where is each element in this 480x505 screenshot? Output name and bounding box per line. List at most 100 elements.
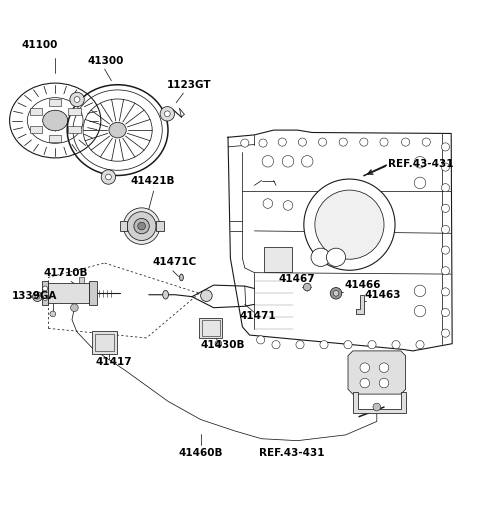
- Circle shape: [296, 340, 304, 349]
- Circle shape: [138, 222, 145, 230]
- Circle shape: [360, 138, 368, 146]
- Text: 41421B: 41421B: [131, 176, 175, 186]
- Circle shape: [263, 199, 273, 209]
- Text: 41300: 41300: [87, 56, 124, 66]
- Circle shape: [201, 290, 212, 301]
- Circle shape: [392, 340, 400, 349]
- Circle shape: [50, 311, 56, 317]
- Ellipse shape: [326, 248, 346, 267]
- Text: REF.43-431: REF.43-431: [388, 159, 453, 169]
- Bar: [30, 126, 42, 133]
- Text: 41417: 41417: [95, 357, 132, 367]
- Bar: [68, 126, 81, 133]
- Circle shape: [33, 292, 42, 301]
- Circle shape: [215, 340, 222, 347]
- Circle shape: [160, 107, 175, 121]
- Circle shape: [70, 92, 84, 107]
- Polygon shape: [356, 295, 364, 314]
- Ellipse shape: [10, 83, 101, 158]
- Polygon shape: [228, 130, 452, 351]
- Circle shape: [165, 111, 170, 117]
- Circle shape: [101, 170, 116, 184]
- Circle shape: [315, 190, 384, 259]
- Ellipse shape: [43, 110, 68, 131]
- Bar: [202, 320, 220, 335]
- Text: 41100: 41100: [22, 40, 58, 50]
- Circle shape: [442, 267, 449, 275]
- Circle shape: [442, 184, 449, 192]
- Circle shape: [379, 363, 389, 373]
- Text: 41466: 41466: [345, 280, 381, 290]
- Text: 41710B: 41710B: [43, 268, 88, 278]
- Circle shape: [259, 139, 267, 147]
- Circle shape: [422, 138, 430, 146]
- Circle shape: [333, 290, 339, 296]
- Circle shape: [368, 340, 376, 349]
- Text: 41471: 41471: [239, 311, 276, 321]
- Circle shape: [301, 156, 313, 167]
- Bar: [264, 247, 292, 272]
- Circle shape: [320, 340, 328, 349]
- Circle shape: [35, 294, 40, 299]
- Circle shape: [416, 340, 424, 349]
- Circle shape: [442, 309, 449, 317]
- Circle shape: [414, 157, 426, 168]
- Circle shape: [257, 336, 265, 344]
- Circle shape: [379, 378, 389, 388]
- Circle shape: [442, 288, 449, 296]
- Circle shape: [442, 163, 449, 171]
- Ellipse shape: [163, 290, 168, 299]
- Circle shape: [339, 138, 347, 146]
- Ellipse shape: [311, 248, 330, 267]
- Circle shape: [442, 204, 449, 213]
- Circle shape: [319, 138, 326, 146]
- Text: 41471C: 41471C: [153, 257, 197, 267]
- Circle shape: [414, 177, 426, 189]
- Circle shape: [123, 208, 160, 244]
- Circle shape: [71, 304, 78, 312]
- Circle shape: [373, 403, 381, 411]
- Bar: [49, 135, 61, 142]
- Bar: [30, 108, 42, 115]
- Circle shape: [304, 179, 395, 270]
- Bar: [95, 334, 114, 351]
- Circle shape: [330, 287, 342, 299]
- Circle shape: [442, 225, 449, 233]
- Text: 41463: 41463: [365, 290, 401, 300]
- Circle shape: [134, 219, 149, 234]
- Bar: [156, 221, 164, 231]
- Text: REF.43-431: REF.43-431: [259, 448, 324, 458]
- Circle shape: [282, 156, 294, 167]
- Circle shape: [442, 143, 449, 151]
- Ellipse shape: [109, 122, 126, 138]
- Circle shape: [127, 212, 156, 240]
- Circle shape: [380, 138, 388, 146]
- Text: 1123GT: 1123GT: [167, 80, 212, 90]
- Ellipse shape: [180, 274, 183, 281]
- Circle shape: [74, 96, 80, 103]
- Circle shape: [442, 246, 449, 254]
- Polygon shape: [353, 392, 406, 413]
- Circle shape: [414, 285, 426, 296]
- Ellipse shape: [67, 85, 168, 175]
- Bar: [120, 221, 127, 231]
- Bar: [92, 331, 117, 355]
- Circle shape: [123, 208, 160, 244]
- Bar: [49, 98, 61, 106]
- Text: 41467: 41467: [278, 274, 315, 284]
- Circle shape: [401, 138, 409, 146]
- Bar: [42, 281, 48, 306]
- Bar: [79, 277, 84, 283]
- Bar: [48, 283, 89, 304]
- Circle shape: [278, 138, 286, 146]
- Circle shape: [106, 174, 111, 180]
- Text: 1339GA: 1339GA: [12, 291, 58, 300]
- Text: 41460B: 41460B: [179, 448, 223, 458]
- Text: 41430B: 41430B: [201, 340, 245, 349]
- Circle shape: [272, 340, 280, 349]
- Polygon shape: [348, 351, 406, 394]
- Circle shape: [303, 283, 311, 291]
- Circle shape: [298, 138, 306, 146]
- Circle shape: [283, 200, 293, 210]
- Bar: [89, 281, 97, 306]
